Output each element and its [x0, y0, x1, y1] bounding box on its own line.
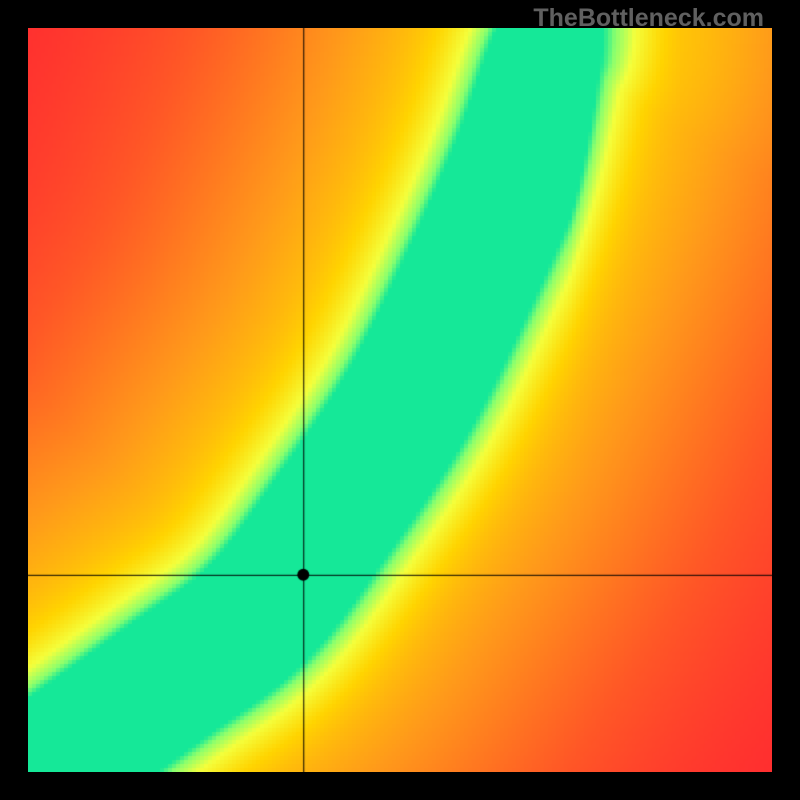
- chart-frame: TheBottleneck.com: [0, 0, 800, 800]
- bottleneck-heatmap: [28, 28, 772, 772]
- watermark-text: TheBottleneck.com: [533, 4, 764, 33]
